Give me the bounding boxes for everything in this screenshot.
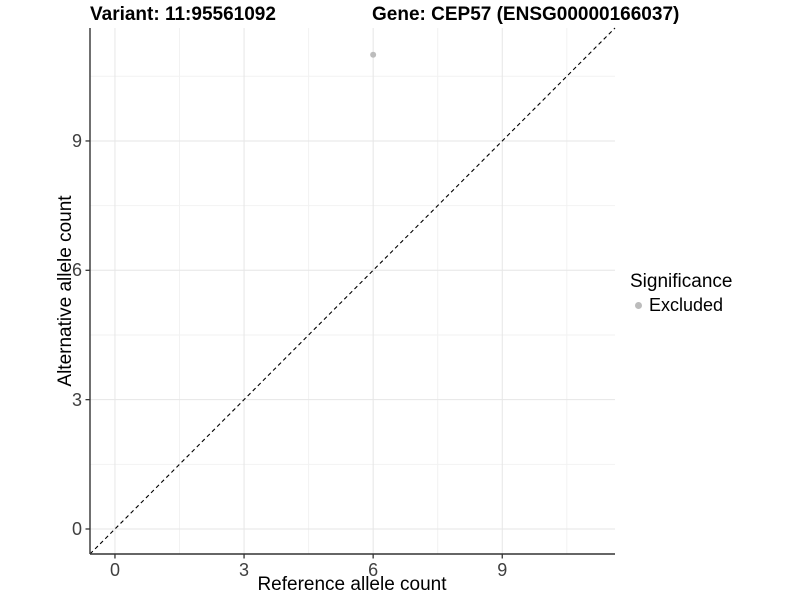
y-axis-title: Alternative allele count: [55, 195, 76, 387]
legend-item-label: Excluded: [649, 295, 724, 315]
legend-item-excluded: Excluded: [630, 294, 732, 316]
x-axis-tick-label: 0: [109, 560, 120, 580]
legend: Significance Excluded: [630, 270, 732, 316]
identity-dashed-line: [89, 27, 616, 555]
y-axis-tick-label: 9: [71, 130, 82, 151]
data-point: [370, 51, 377, 58]
y-axis-tick-label: 6: [71, 260, 82, 281]
legend-point-icon: [635, 301, 642, 309]
plot-title-gene: Gene: CEP57 (ENSG00000166037): [372, 4, 680, 25]
x-axis-tick-label: 3: [239, 560, 250, 580]
x-axis-title: Reference allele count: [257, 574, 447, 595]
x-axis-tick-label: 9: [497, 560, 508, 580]
y-axis-tick-label: 3: [71, 389, 82, 410]
y-axis-tick-label: 0: [71, 518, 82, 539]
plot-title-variant: Variant: 11:95561092: [90, 4, 276, 25]
x-axis-tick-label: 6: [368, 560, 379, 580]
legend-title: Significance: [630, 271, 733, 292]
